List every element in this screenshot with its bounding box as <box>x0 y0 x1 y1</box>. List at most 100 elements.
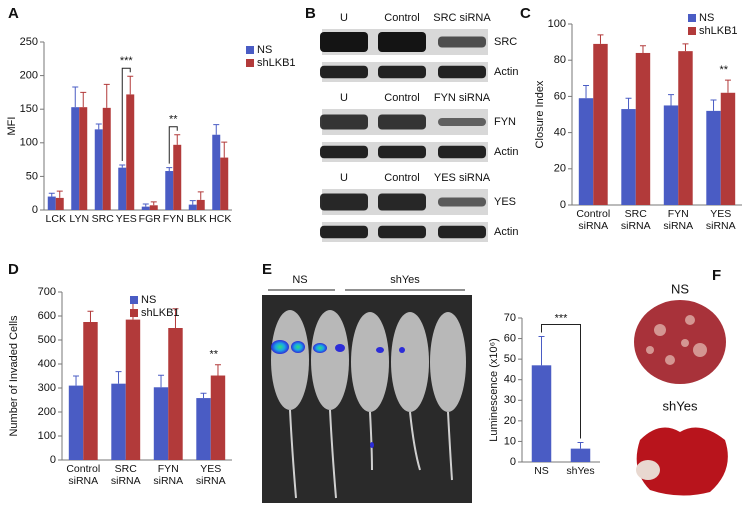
error-bar <box>189 200 196 205</box>
error-bar <box>200 392 207 399</box>
error-bar <box>174 134 181 145</box>
x-tick-label: SRC <box>91 213 114 225</box>
y-tick-label: 0 <box>510 456 516 468</box>
mice <box>271 310 466 412</box>
tumor-photo <box>634 300 726 384</box>
error-bar <box>73 375 80 386</box>
bar <box>68 385 84 460</box>
x-tick-label: FYN siRNA <box>153 463 184 487</box>
lane-label: Control <box>384 92 419 104</box>
y-tick-label: 30 <box>504 394 516 406</box>
x-tick-label: FYN <box>162 213 184 225</box>
error-bar <box>103 83 110 108</box>
y-tick-label: 0 <box>32 204 38 216</box>
error-bar <box>158 374 165 388</box>
significance-bracket <box>168 126 178 164</box>
x-tick-label: Control siRNA <box>66 463 101 487</box>
x-tick-label: Control siRNA <box>576 208 611 232</box>
legend-label: NS <box>141 294 156 306</box>
bar <box>210 375 226 460</box>
y-tick-label: 40 <box>504 374 516 386</box>
bar <box>118 167 127 210</box>
error-bar <box>72 86 79 108</box>
x-tick-label: SRC siRNA <box>110 463 141 487</box>
blot-band <box>378 32 426 52</box>
bar <box>188 204 197 210</box>
significance-label: ** <box>169 114 178 126</box>
x-tick-label-box: Control siRNA <box>576 208 611 232</box>
blot-label: Actin <box>494 226 518 238</box>
bar <box>196 398 211 460</box>
blot-band <box>438 36 486 48</box>
y-tick-label: 0 <box>50 454 56 466</box>
panel-letter: D <box>8 261 19 278</box>
bar <box>153 387 169 460</box>
y-tick-label: 200 <box>20 70 38 82</box>
bar <box>126 94 135 210</box>
panel-letter: C <box>520 5 531 22</box>
blot-band <box>378 65 426 79</box>
blot-label: Actin <box>494 146 518 158</box>
x-tick-label-box: BLK <box>186 213 207 225</box>
panel-letter: A <box>8 5 19 22</box>
blot-band <box>320 225 368 239</box>
x-tick-label-box: FYN <box>162 213 184 225</box>
bar <box>570 448 591 462</box>
blot-band <box>438 65 486 79</box>
error-bar <box>214 364 221 376</box>
error-bar <box>625 97 632 110</box>
significance-bracket <box>541 324 581 439</box>
panel-letter: E <box>262 261 272 278</box>
bar <box>663 105 679 205</box>
x-tick-label-box: SRC <box>91 213 114 225</box>
panel-letter: B <box>305 5 316 22</box>
blot-band <box>320 193 368 211</box>
x-tick-label: NS <box>534 465 549 477</box>
blot-label: FYN <box>494 116 516 128</box>
error-bar <box>668 94 675 106</box>
error-bar <box>710 99 717 111</box>
error-bar <box>127 75 134 95</box>
x-tick-label: HCK <box>209 213 232 225</box>
y-tick-label: 40 <box>554 127 566 139</box>
lane-label: U <box>340 92 348 104</box>
legend-swatch <box>130 309 138 317</box>
tumor-label: NS <box>671 281 689 296</box>
bar <box>149 205 158 210</box>
x-tick-label-box: YES siRNA <box>196 463 226 487</box>
tumor-photo <box>636 427 728 496</box>
luminescence-spots <box>271 340 405 448</box>
blot-band <box>378 225 426 239</box>
error-bar <box>597 34 604 44</box>
tumor-nodules <box>646 315 707 365</box>
legend-swatch <box>688 27 696 35</box>
panel-letter: F <box>712 267 721 284</box>
bar <box>47 196 56 210</box>
bar <box>125 319 141 460</box>
x-tick-label-box: shYes <box>566 465 594 477</box>
x-tick-label: BLK <box>186 213 207 225</box>
x-tick-label: LYN <box>69 213 90 225</box>
legend-swatch <box>246 46 254 54</box>
bar <box>111 383 126 460</box>
bar <box>212 134 221 210</box>
blot-label: YES <box>494 196 516 208</box>
significance-label: ** <box>209 349 218 361</box>
error-bar <box>682 43 689 52</box>
y-tick-label: 10 <box>504 435 516 447</box>
x-tick-label-box: SRC siRNA <box>621 208 651 232</box>
legend-label: NS <box>257 44 272 56</box>
tumor-label: shYes <box>663 398 698 413</box>
y-tick-label: 0 <box>560 199 566 211</box>
error-bar <box>87 310 94 322</box>
x-tick-label: FYN siRNA <box>663 208 694 232</box>
x-tick-label-box: HCK <box>209 213 232 225</box>
tumor-nodule <box>636 460 660 480</box>
y-tick-label: 100 <box>38 430 56 442</box>
x-tick-label-box: FGR <box>139 213 161 225</box>
y-axis-label: Closure Index <box>534 80 546 148</box>
y-tick-label: 100 <box>548 18 566 30</box>
legend-swatch <box>688 14 696 22</box>
blot-band <box>320 145 368 159</box>
